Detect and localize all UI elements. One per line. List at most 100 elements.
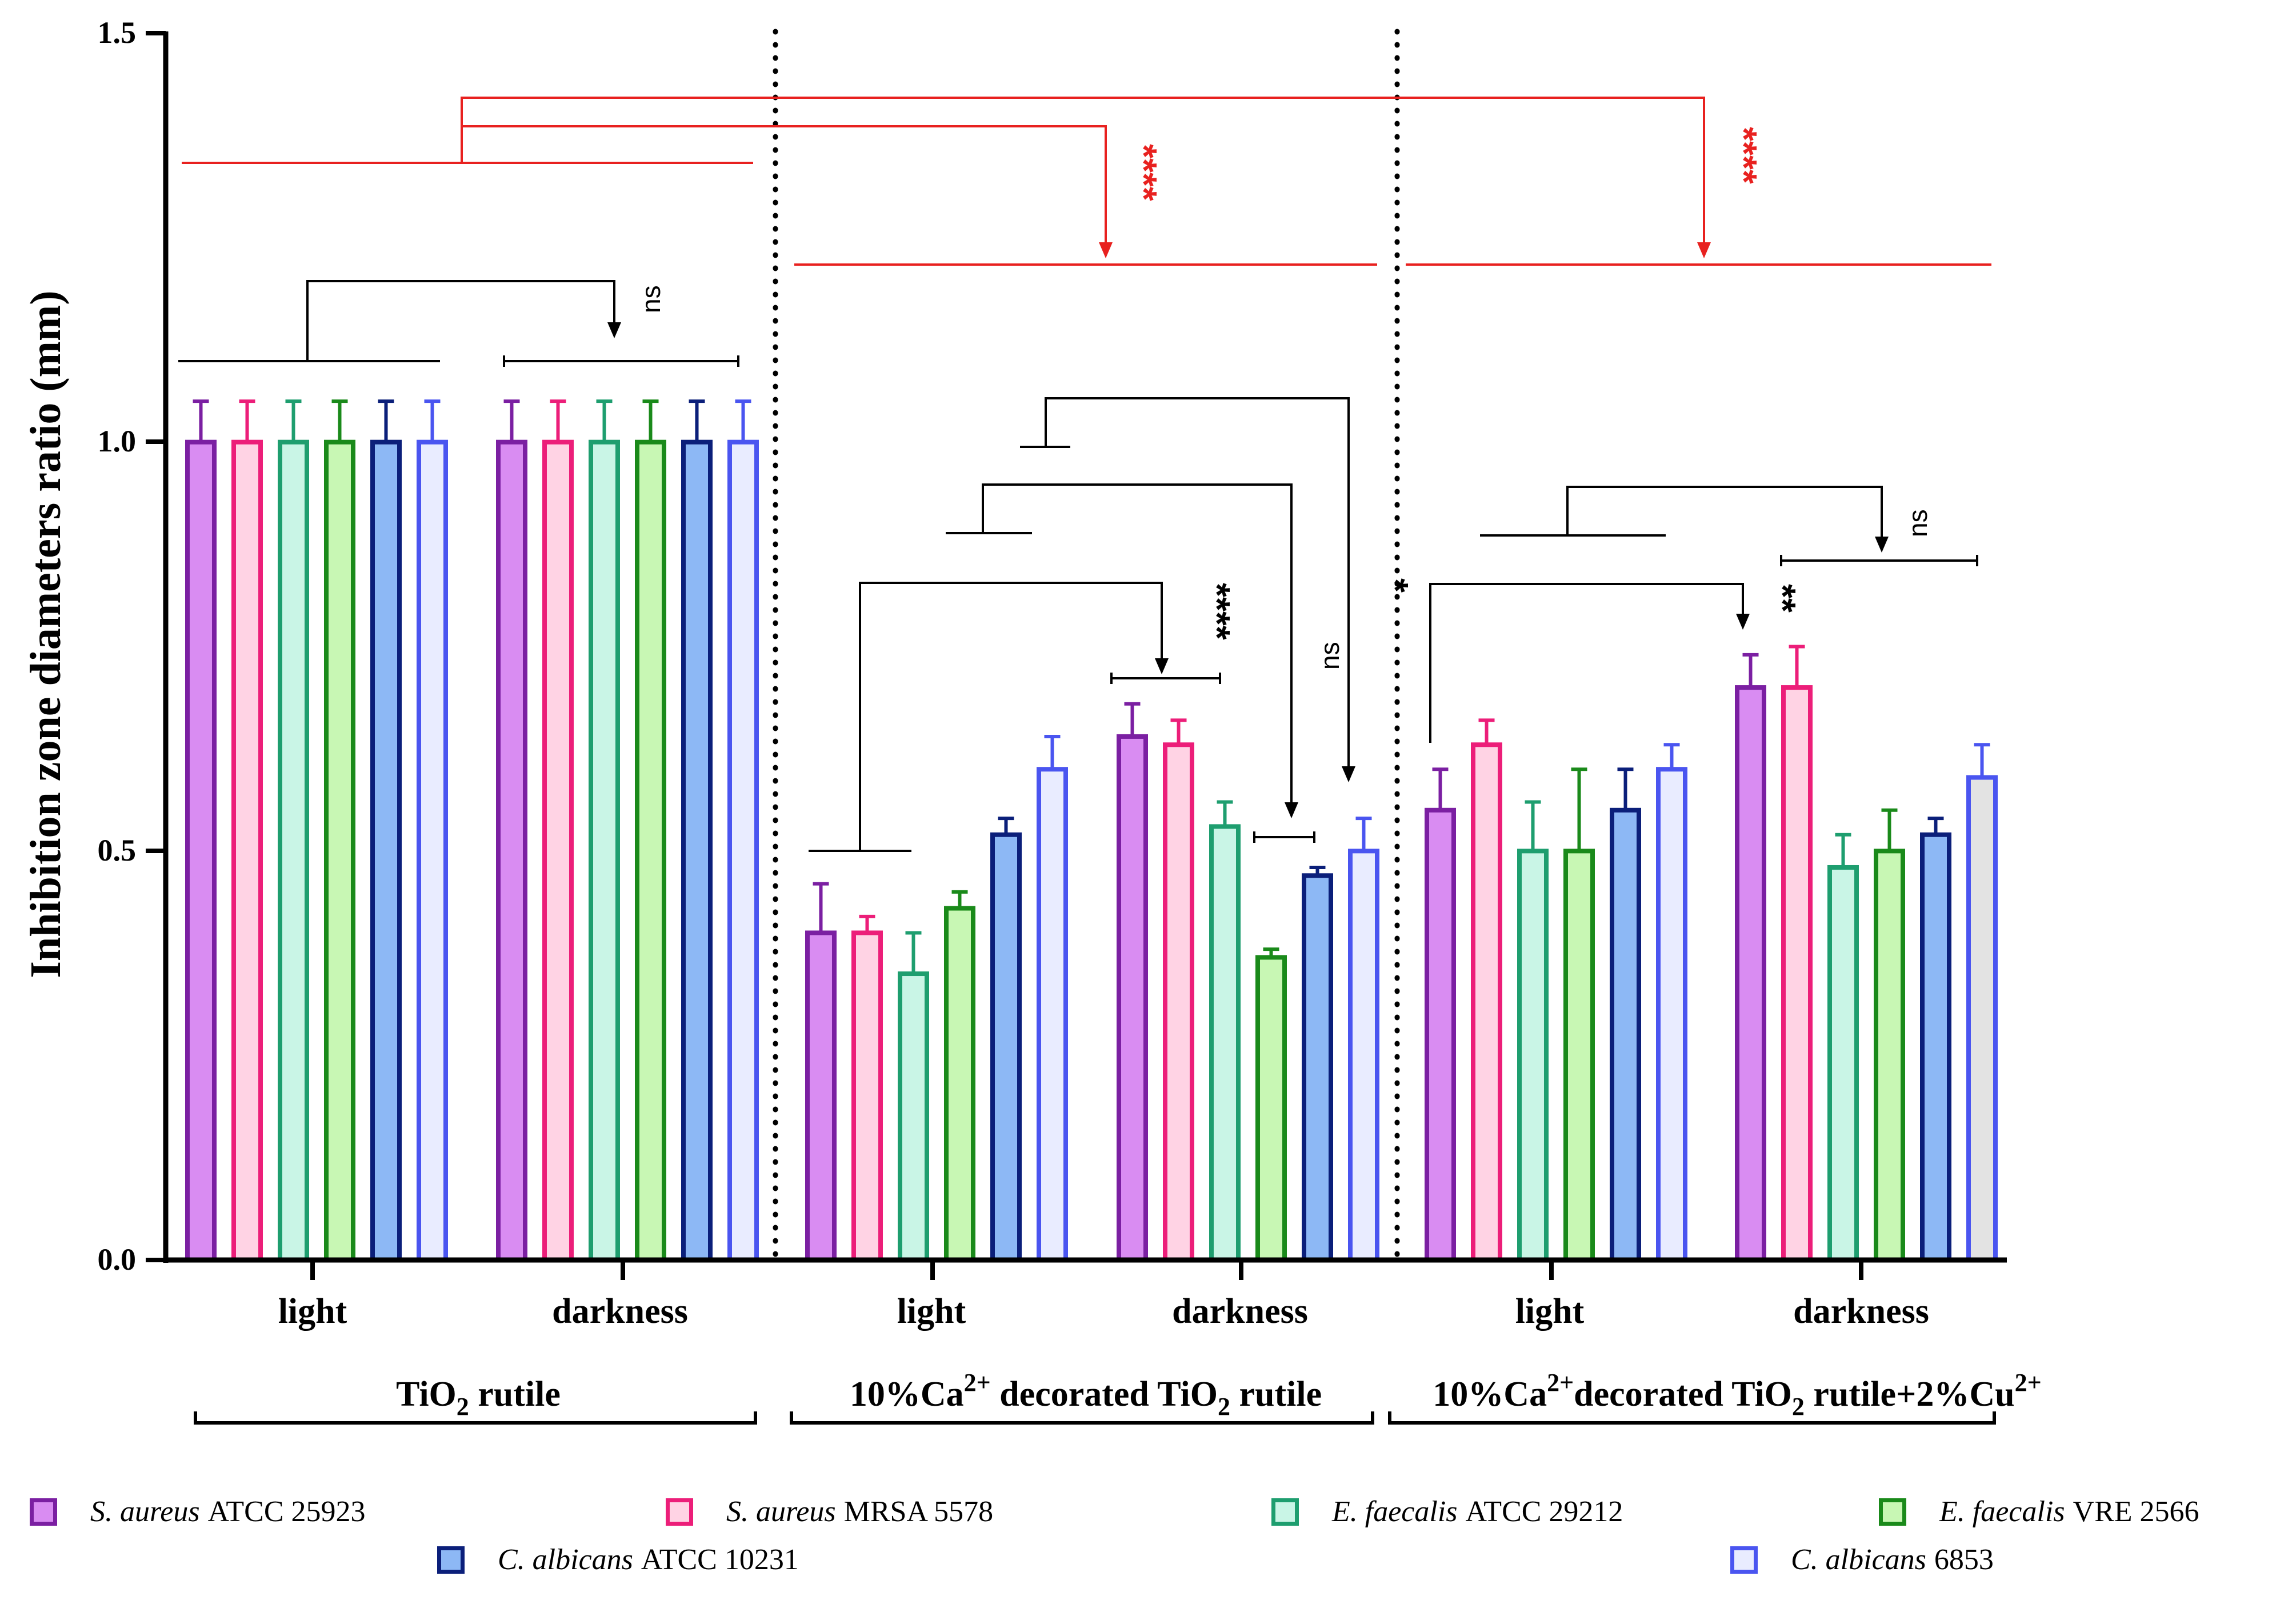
bar [542, 439, 574, 1263]
legend-item: E. faecalis VRE 2566 [1879, 1495, 2199, 1529]
arrowhead-red-ca [1099, 242, 1113, 258]
bar [324, 439, 355, 1263]
bar [1037, 767, 1068, 1262]
x-label-light-2: light [897, 1292, 966, 1331]
arrowhead-cu-dark-left [1736, 614, 1750, 630]
legend-item: C. albicans 6853 [1730, 1543, 1994, 1577]
legend-item: S. aureus MRSA 5578 [666, 1495, 993, 1529]
y-tick-label-0-5: 0.5 [98, 833, 137, 867]
bar [185, 439, 217, 1263]
ns-label-2: ns [1315, 642, 1345, 670]
bar [681, 439, 713, 1263]
material-label-2: 10%Ca2+ decorated TiO2 rutile [850, 1369, 1322, 1421]
legend-strain: MRSA 5578 [843, 1495, 994, 1528]
x-label-light-1: light [278, 1292, 347, 1331]
legend-strain: ATCC 25923 [207, 1495, 366, 1528]
bar [1209, 824, 1241, 1262]
y-axis-label: Inhibition zone diameters ratio (mm) [22, 290, 70, 978]
legend-strain: 6853 [1934, 1543, 1994, 1576]
ns-label-3: ns [1903, 509, 1933, 537]
comparison-ca-light-vs-dark-right [1020, 397, 1350, 767]
legend-swatch [437, 1546, 465, 1574]
four-star-red-1: **** [1123, 144, 1165, 201]
legend-swatch [666, 1498, 693, 1526]
arrowhead-ca-dark-mid [1285, 802, 1298, 818]
material-bracket-3 [1388, 1411, 1996, 1425]
legend-item: C. albicans ATCC 10231 [437, 1543, 799, 1577]
bar [1163, 742, 1194, 1262]
bar [1302, 873, 1333, 1262]
bar [944, 906, 975, 1262]
arrowhead-ca-dark-left [1155, 658, 1169, 674]
bar-layer [185, 399, 1998, 1263]
bar [851, 930, 883, 1262]
arrowhead-cu-dark-right [1875, 537, 1889, 553]
legend-swatch [1730, 1546, 1758, 1574]
legend-species: E. faecalis [1332, 1495, 1458, 1528]
bar [898, 971, 929, 1262]
bar [1117, 734, 1148, 1262]
bar [1348, 849, 1379, 1263]
bar [990, 832, 1022, 1262]
bar [231, 439, 263, 1263]
bar [727, 439, 759, 1263]
legend-strain: VRE 2566 [2073, 1495, 2199, 1528]
bar [1517, 849, 1549, 1263]
y-tick-label-1-5: 1.5 [98, 15, 137, 50]
legend-item: S. aureus ATCC 25923 [30, 1495, 366, 1529]
bar [1563, 849, 1595, 1263]
ns-label-1: ns [636, 285, 666, 313]
legend: S. aureus ATCC 25923 S. aureus MRSA 5578… [0, 1480, 2296, 1594]
comparison-tio2-vs-ca-cu [182, 97, 1991, 266]
arrowhead-ca-dark-right [1342, 766, 1355, 782]
material-label-1: TiO2 rutile [396, 1375, 561, 1421]
bar [1781, 685, 1813, 1262]
bar [496, 439, 527, 1263]
legend-species: S. aureus [726, 1495, 836, 1528]
y-tick-label-1: 1.0 [98, 424, 137, 458]
legend-species: S. aureus [90, 1495, 200, 1528]
material-bracket-1 [194, 1411, 757, 1425]
bar [635, 439, 666, 1263]
comparison-cu-light-vs-dark-right [1480, 486, 1978, 566]
bar [1471, 742, 1502, 1262]
comparison-ca-light-vs-dark-mid [946, 483, 1315, 843]
arrowhead-tio2-dark [607, 322, 621, 338]
material-label-3: 10%Ca2+decorated TiO2 rutile+2%Cu2+ [1433, 1369, 2041, 1421]
bar [805, 930, 837, 1262]
legend-strain: ATCC 29212 [1465, 1495, 1623, 1528]
bar [278, 439, 309, 1263]
y-tick-label-0: 0.0 [98, 1242, 137, 1277]
comparison-cu-light-vs-dark-left [1429, 583, 1744, 743]
x-label-light-3: light [1515, 1292, 1585, 1331]
bar [1610, 807, 1641, 1263]
x-label-darkness-3: darkness [1793, 1292, 1929, 1331]
bar [1735, 685, 1766, 1262]
bar [370, 439, 402, 1263]
bar [1656, 767, 1687, 1262]
arrowhead-red-cu [1697, 242, 1711, 258]
comparison-ca-light-vs-dark-left [809, 582, 1221, 852]
bar [1255, 955, 1287, 1262]
legend-swatch [1879, 1498, 1906, 1526]
comparison-tio2-light-vs-dark [178, 280, 739, 367]
bar [1874, 849, 1905, 1263]
two-star-black: ** [1762, 584, 1803, 613]
bar [1827, 865, 1859, 1262]
x-label-darkness-1: darkness [552, 1292, 688, 1331]
four-star-black: **** [1197, 583, 1238, 640]
legend-item: E. faecalis ATCC 29212 [1271, 1495, 1623, 1529]
legend-species: E. faecalis [1939, 1495, 2065, 1528]
legend-species: C. albicans [498, 1543, 633, 1576]
bar [589, 439, 620, 1263]
bar [1920, 832, 1951, 1262]
one-star-black: * [1375, 578, 1416, 593]
bar [1425, 807, 1456, 1263]
legend-swatch [30, 1498, 57, 1526]
legend-strain: ATCC 10231 [641, 1543, 799, 1576]
legend-swatch [1271, 1498, 1299, 1526]
four-star-red-2: **** [1723, 127, 1765, 184]
legend-species: C. albicans [1791, 1543, 1926, 1576]
bar [1966, 775, 1998, 1262]
